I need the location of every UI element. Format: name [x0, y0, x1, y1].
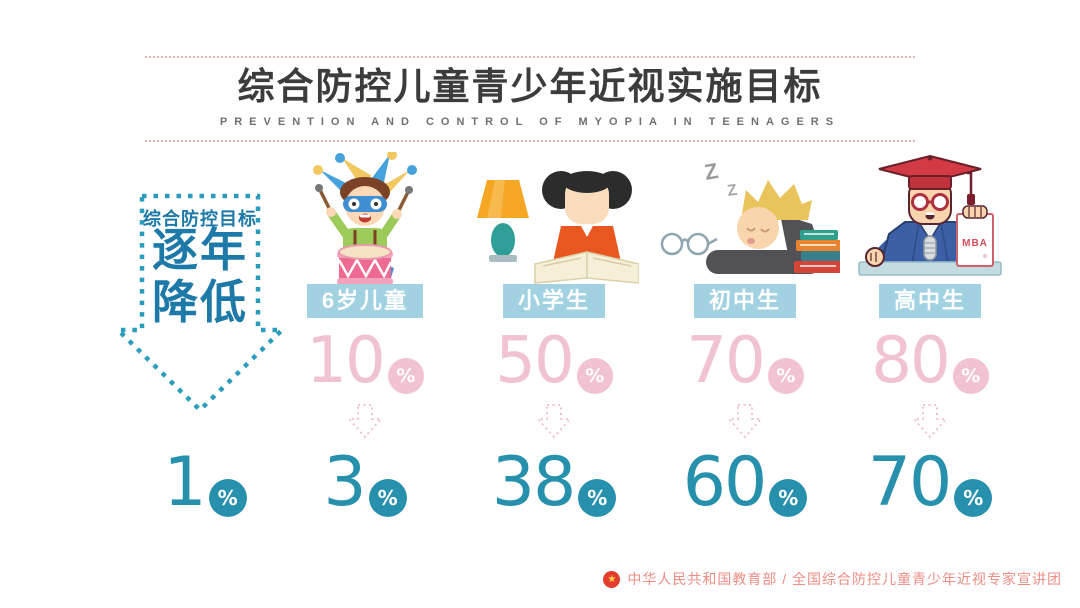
target-rate-senior: 70% — [830, 446, 1030, 538]
footer-credit-text: 中华人民共和国教育部 / 全国综合防控儿童青少年近视专家宣讲团 — [627, 571, 1062, 587]
goal-main-text: 逐年 降低 — [112, 224, 288, 329]
dotted-down-arrow-icon — [534, 403, 574, 443]
target-value: 38 — [491, 443, 577, 522]
current-value: 70 — [686, 324, 765, 398]
percent-badge: % — [769, 479, 808, 517]
jester-child-drummer-icon — [280, 150, 450, 288]
category-label: 6岁儿童 — [306, 284, 424, 319]
target-value: 60 — [682, 443, 768, 522]
percent-badge: % — [208, 479, 247, 517]
sleeping-student-books-icon: Z Z z — [650, 152, 842, 288]
overall-goal-arrow: 综合防控目标 逐年 降低 — [112, 192, 288, 418]
goal-line2: 降低 — [152, 276, 248, 329]
percent-badge: % — [952, 358, 989, 394]
page-subtitle: PREVENTION AND CONTROL OF MYOPIA IN TEEN… — [219, 115, 841, 128]
category-label: 初中生 — [693, 284, 796, 319]
goal-line1: 逐年 — [152, 224, 248, 276]
percent-badge: % — [576, 358, 613, 394]
target-rate-6yo: 3% — [265, 446, 465, 538]
current-rate-junior: 70% — [645, 328, 845, 411]
percent-badge: % — [954, 479, 993, 517]
header: 综合防控儿童青少年近视实施目标 PREVENTION AND CONTROL O… — [145, 56, 915, 142]
category-band-6yo: 6岁儿童 — [265, 284, 465, 319]
overall-annual-target: 1% — [105, 446, 305, 538]
goal-badge-label: 综合防控目标 — [143, 209, 257, 229]
percent-badge: % — [368, 479, 407, 517]
category-label: 高中生 — [878, 284, 981, 319]
current-value: 80 — [871, 324, 950, 398]
svg-text:Z: Z — [726, 182, 738, 200]
category-band-senior: 高中生 — [830, 284, 1030, 319]
dotted-down-arrow-icon — [725, 403, 765, 443]
graduate-mba-icon: MBA — [845, 152, 1015, 288]
current-rate-primary: 50% — [454, 328, 654, 411]
percent-badge: % — [578, 479, 617, 517]
percent-badge: % — [767, 358, 804, 394]
category-band-primary: 小学生 — [454, 284, 654, 319]
category-band-junior: 初中生 — [645, 284, 845, 319]
category-label: 小学生 — [502, 284, 605, 319]
current-value: 50 — [495, 324, 574, 398]
target-value: 1 — [163, 443, 206, 522]
target-rate-primary: 38% — [454, 446, 654, 538]
target-rate-junior: 60% — [645, 446, 845, 538]
dashed-down-arrow-icon — [112, 193, 288, 414]
dotted-down-arrow-icon — [910, 403, 950, 443]
svg-text:MBA: MBA — [962, 238, 988, 249]
current-rate-6yo: 10% — [265, 328, 465, 411]
current-rate-senior: 80% — [830, 328, 1030, 411]
target-value: 70 — [867, 443, 953, 522]
dotted-down-arrow-icon — [345, 403, 385, 443]
national-emblem-icon: ★ — [603, 570, 621, 588]
percent-badge: % — [387, 358, 424, 394]
svg-text:Z: Z — [703, 158, 721, 185]
page-title: 综合防控儿童青少年近视实施目标 — [237, 66, 823, 107]
girl-reading-lamp-icon — [469, 152, 640, 288]
target-value: 3 — [323, 443, 366, 522]
footer: ★ 中华人民共和国教育部 / 全国综合防控儿童青少年近视专家宣讲团 — [603, 569, 1062, 589]
current-value: 10 — [306, 324, 385, 398]
